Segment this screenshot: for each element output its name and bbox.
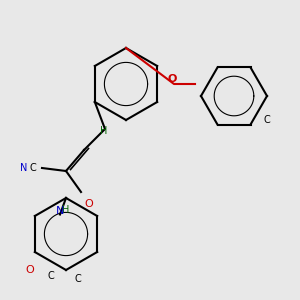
Text: C: C — [264, 115, 270, 125]
Text: O: O — [26, 265, 34, 275]
Text: C: C — [75, 274, 81, 284]
Text: O: O — [168, 74, 177, 85]
Text: N: N — [20, 163, 28, 173]
Text: O: O — [84, 199, 93, 209]
Text: C: C — [30, 163, 36, 173]
Text: C: C — [48, 271, 54, 281]
Text: H: H — [62, 205, 70, 215]
Text: H: H — [100, 125, 107, 136]
Text: N: N — [56, 206, 64, 217]
